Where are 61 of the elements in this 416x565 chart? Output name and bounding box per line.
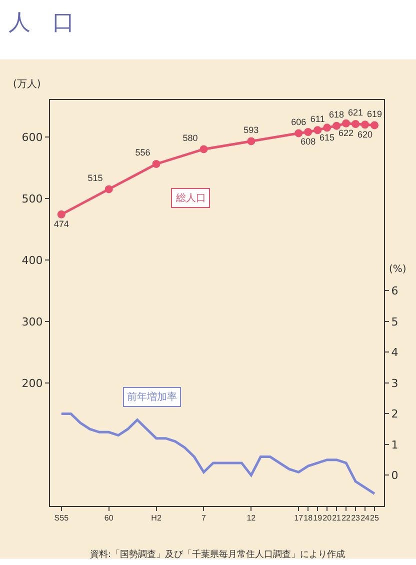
text: 総人口	[175, 192, 206, 204]
y-tick-label: 400	[22, 254, 43, 267]
x-tick-label: 19	[313, 514, 323, 523]
x-tick-label: 60	[104, 514, 114, 523]
data-label: 606	[291, 116, 306, 127]
y-tick-label: 200	[22, 376, 43, 390]
y2-tick-label: 2	[391, 408, 398, 421]
point	[332, 122, 341, 130]
y2-tick-label: 3	[391, 376, 398, 390]
y2-tick-label: 6	[391, 284, 398, 298]
data-label: 622	[338, 128, 354, 138]
x-tick-label: 25	[370, 514, 380, 523]
x-tick-label: 12	[246, 514, 256, 523]
point	[352, 120, 360, 128]
y-tick-label: 300	[22, 315, 43, 328]
x-tick-label: 24	[360, 514, 370, 523]
point	[361, 120, 370, 129]
data-label: 474	[54, 219, 69, 230]
x-tick-label: S55	[54, 514, 70, 523]
point	[342, 119, 350, 128]
point	[304, 128, 312, 136]
y2-axis-title: (%)	[389, 264, 406, 275]
data-label: 515	[88, 172, 103, 183]
point	[294, 129, 303, 138]
y2-tick-label: 0	[391, 469, 398, 482]
point	[200, 145, 208, 154]
y-tick-label: 500	[22, 192, 43, 206]
point	[104, 185, 113, 194]
y-axis-title: (万人)	[13, 79, 41, 90]
data-label: 615	[320, 132, 335, 142]
data-label: 608	[300, 136, 316, 147]
data-label: 611	[310, 114, 325, 124]
y-tick-label: 600	[22, 130, 43, 144]
chart-title: 人 口	[8, 10, 74, 36]
x-tick-label: 18	[304, 514, 314, 523]
x-tick-label: 20	[322, 514, 332, 523]
x-tick-label: 21	[332, 514, 342, 523]
data-label: 619	[366, 108, 382, 119]
text: 資料:「国勢調査」及び「千葉県毎月常住人口調査」により作成	[90, 549, 346, 560]
data-label: 621	[348, 108, 364, 118]
x-tick-label: 23	[351, 514, 361, 523]
point	[323, 124, 332, 132]
series-label: 前年増加率	[127, 391, 177, 403]
data-label: 593	[244, 124, 259, 135]
x-tick-label: 17	[294, 514, 304, 523]
y2-tick-label: 1	[391, 438, 398, 452]
line-series	[60, 412, 376, 495]
point	[370, 121, 379, 130]
x-tick-label: H2	[151, 514, 162, 523]
x-tick-label: 7	[201, 514, 206, 523]
data-label: 620	[358, 129, 373, 140]
point	[247, 137, 256, 146]
point	[152, 160, 160, 168]
y2-tick-label: 5	[391, 315, 398, 328]
y2-tick-label: 4	[391, 346, 398, 360]
point	[57, 210, 66, 218]
point	[314, 126, 322, 134]
x-tick-label: 22	[342, 514, 352, 523]
data-label: 580	[182, 132, 198, 143]
data-label: 618	[329, 110, 344, 120]
data-label: 556	[135, 148, 150, 158]
